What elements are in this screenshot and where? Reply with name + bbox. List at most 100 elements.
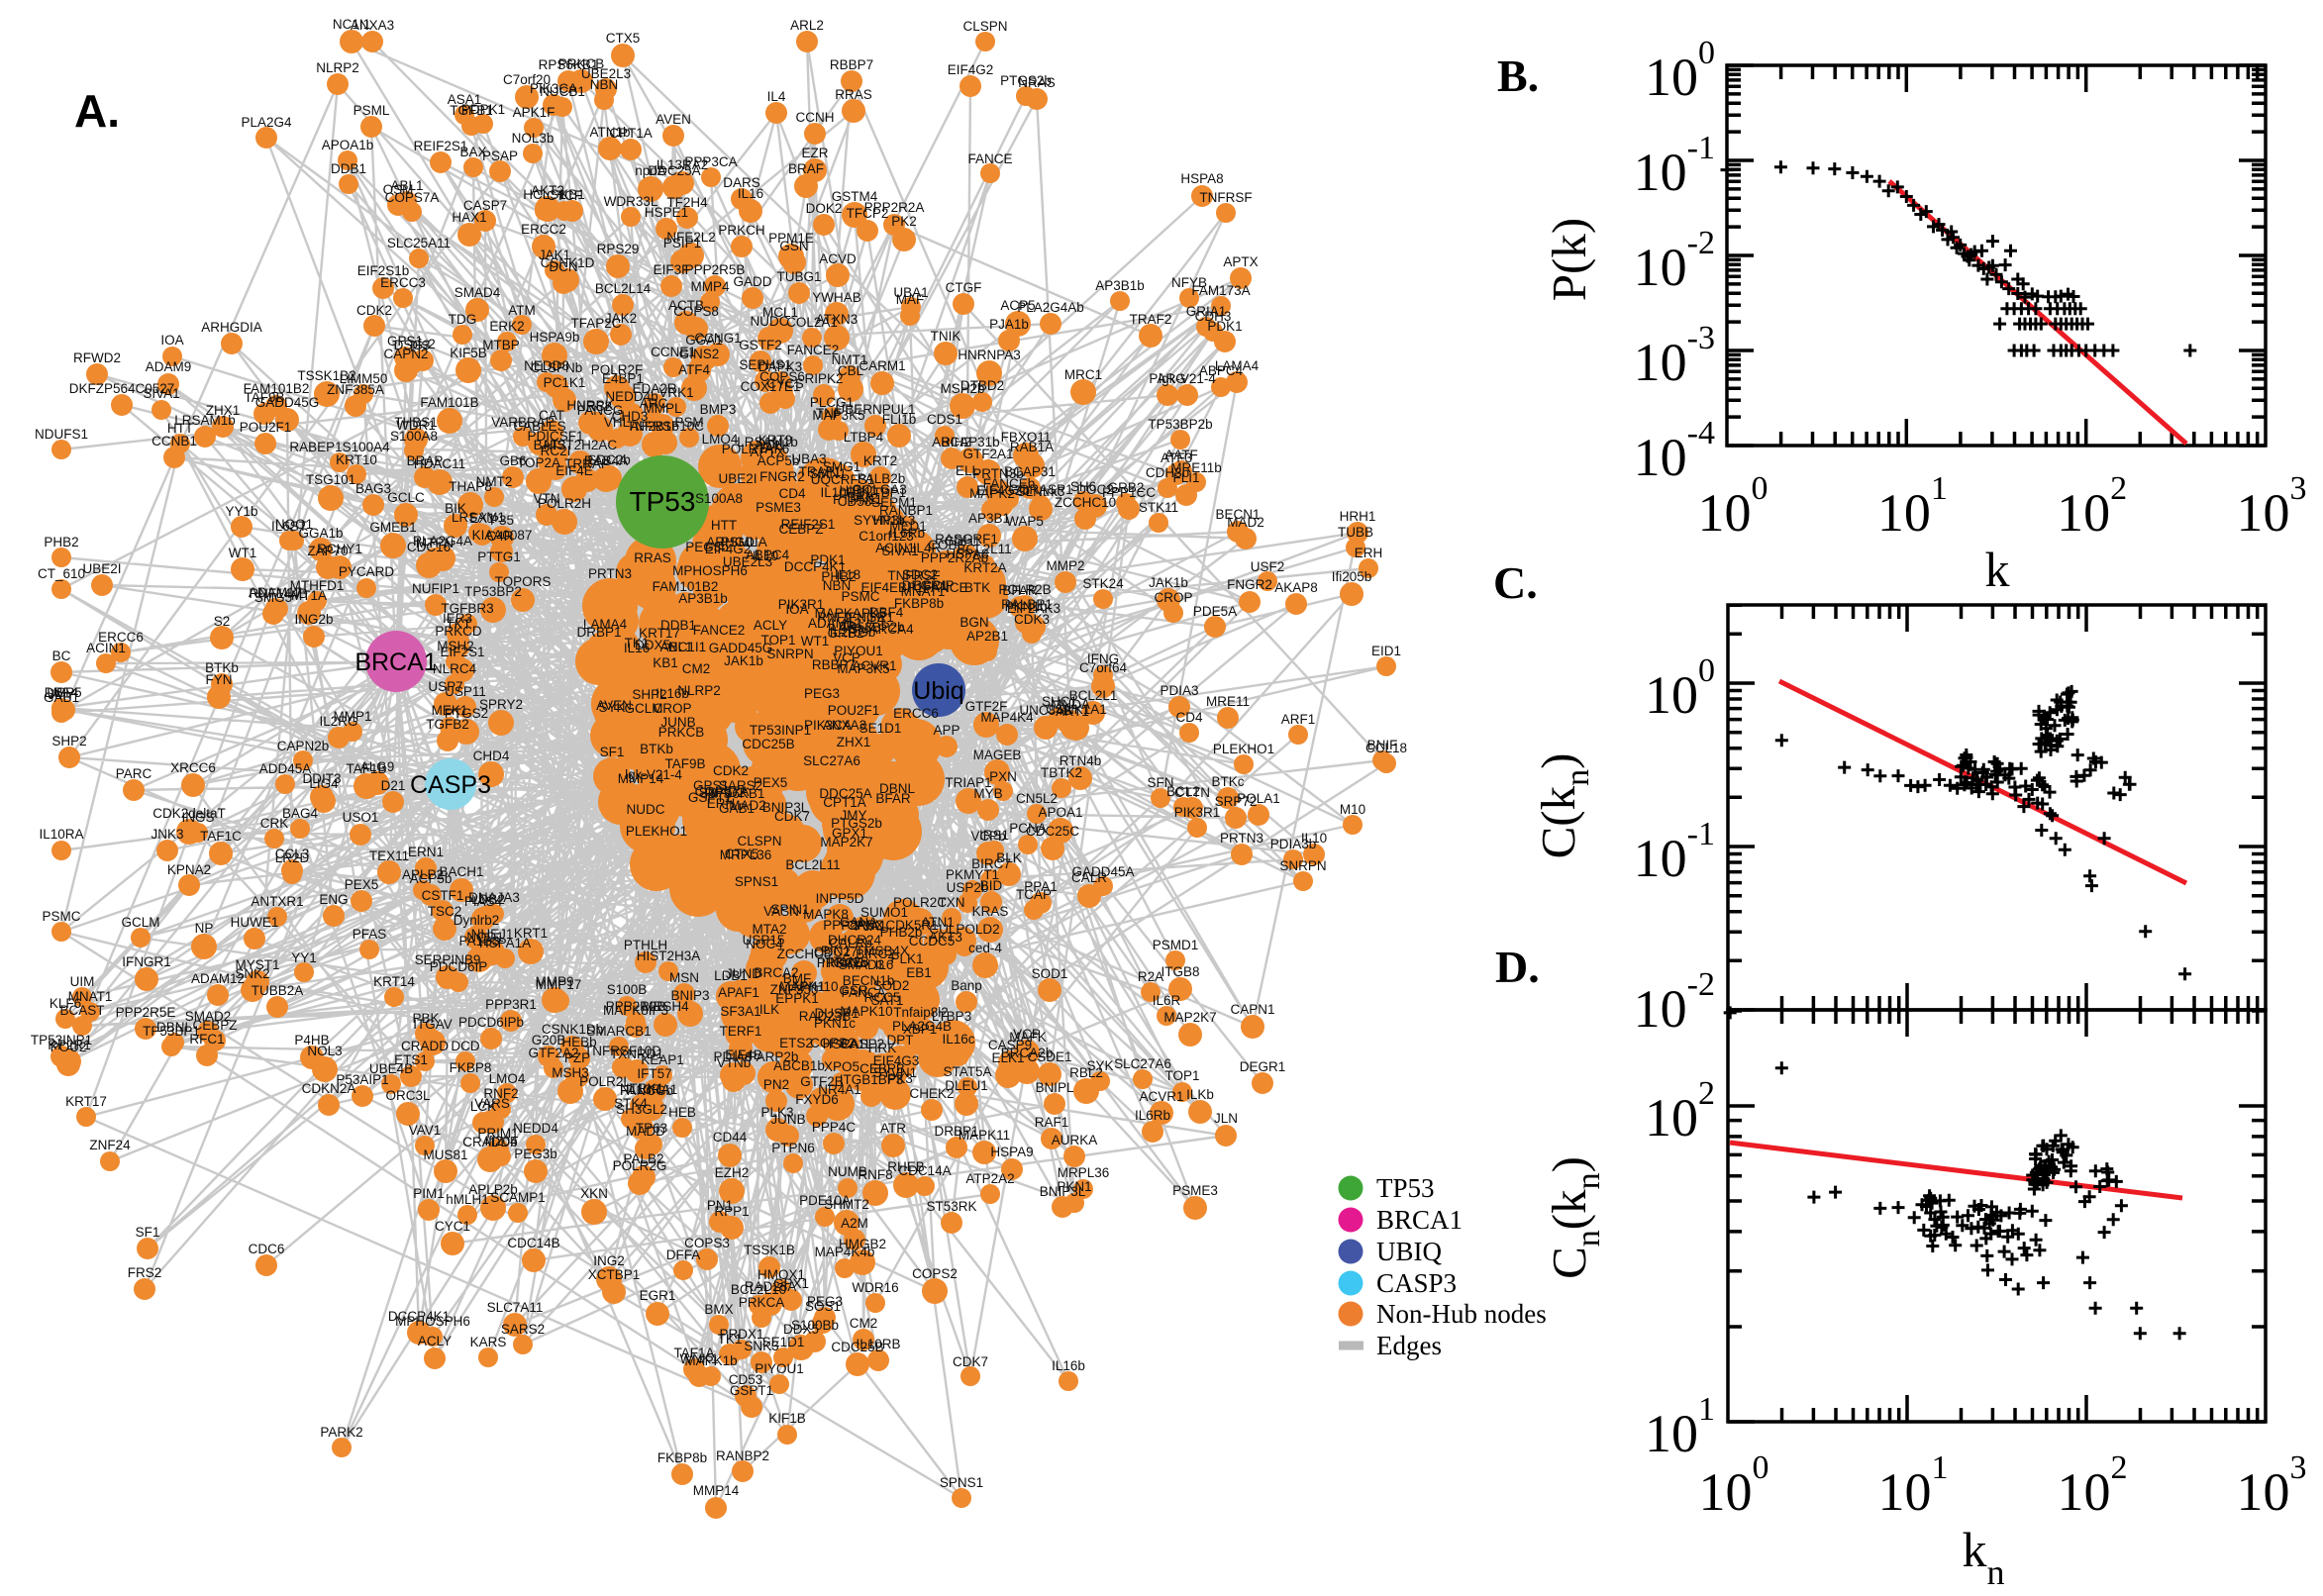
svg-text:POU2: POU2	[50, 1040, 87, 1054]
svg-text:ARF1: ARF1	[1281, 712, 1316, 727]
svg-text:POLR2L: POLR2L	[579, 1074, 631, 1089]
svg-text:PLK1: PLK1	[890, 951, 923, 966]
svg-text:CDKN2A: CDKN2A	[302, 1081, 356, 1096]
svg-text:AVEN: AVEN	[596, 698, 632, 713]
svg-text:OSM: OSM	[383, 182, 414, 197]
svg-text:MAD2: MAD2	[1227, 515, 1264, 530]
svg-text:ZHX1: ZHX1	[837, 735, 871, 749]
svg-text:CM2: CM2	[850, 1316, 878, 1331]
svg-text:NEDD4: NEDD4	[513, 1121, 558, 1136]
svg-text:CDC16: CDC16	[407, 540, 451, 554]
svg-text:TNF: TNF	[816, 406, 842, 421]
svg-text:PDICSF1: PDICSF1	[527, 429, 583, 444]
svg-text:EZH2: EZH2	[715, 1165, 750, 1180]
svg-text:POLR2F: POLR2F	[591, 362, 644, 377]
svg-text:JUND: JUND	[726, 966, 761, 981]
svg-text:VAV1: VAV1	[409, 1123, 442, 1138]
svg-text:ERCC6: ERCC6	[98, 630, 144, 645]
svg-text:C1orf123: C1orf123	[858, 529, 914, 544]
svg-text:MSH2: MSH2	[437, 639, 474, 653]
svg-text:NTRK1: NTRK1	[620, 1081, 663, 1096]
svg-text:SYVN1: SYVN1	[873, 1065, 917, 1080]
svg-text:IL10RB: IL10RB	[856, 1337, 900, 1351]
svg-text:IOA: IOA	[160, 333, 183, 348]
svg-text:NC1I1: NC1I1	[333, 17, 370, 32]
svg-text:GTF2B: GTF2B	[800, 1074, 844, 1089]
svg-text:BNIP3L: BNIP3L	[1040, 1184, 1086, 1199]
svg-text:PTTG1: PTTG1	[477, 549, 521, 564]
svg-text:LDB2: LDB2	[471, 892, 505, 907]
svg-text:AP2B1: AP2B1	[966, 629, 1008, 644]
svg-text:RRAS: RRAS	[634, 550, 671, 565]
svg-text:D.: D.	[1495, 942, 1540, 992]
svg-text:GGA1: GGA1	[685, 333, 723, 348]
svg-text:USP15: USP15	[743, 933, 785, 948]
svg-text:CYCS: CYCS	[766, 376, 804, 391]
svg-text:RAF1: RAF1	[1035, 1115, 1069, 1130]
svg-text:SH6: SH6	[1070, 479, 1096, 494]
svg-text:PSML: PSML	[354, 103, 390, 118]
svg-text:MAP3K5: MAP3K5	[812, 408, 864, 423]
svg-text:GADD45G: GADD45G	[709, 641, 773, 655]
svg-text:GSR: GSR	[839, 983, 868, 998]
svg-text:PN1: PN1	[707, 1198, 733, 1213]
svg-text:10-1: 10-1	[1634, 130, 1715, 202]
svg-text:ACVR1: ACVR1	[852, 658, 896, 673]
svg-text:KRT17: KRT17	[65, 1094, 107, 1109]
svg-text:HSPA8: HSPA8	[1180, 171, 1223, 186]
svg-text:BAG4: BAG4	[282, 806, 319, 821]
svg-text:ADD45A: ADD45A	[259, 761, 312, 776]
svg-text:PRDX1: PRDX1	[719, 1327, 763, 1342]
svg-text:PEG3b: PEG3b	[685, 540, 729, 554]
svg-text:MRSH4: MRSH4	[642, 999, 689, 1014]
svg-text:CANX: CANX	[847, 918, 884, 933]
svg-text:PDK1: PDK1	[810, 552, 845, 567]
svg-text:PTGS2: PTGS2	[445, 706, 488, 721]
svg-text:CTX5: CTX5	[725, 847, 759, 861]
svg-text:RBBP7: RBBP7	[812, 657, 856, 672]
svg-text:MMP14: MMP14	[618, 771, 664, 786]
svg-text:SLC7A11: SLC7A11	[487, 1300, 544, 1315]
svg-text:NBN: NBN	[590, 77, 619, 92]
svg-text:hMLH1: hMLH1	[446, 1192, 489, 1207]
svg-text:WT1: WT1	[801, 634, 830, 648]
svg-text:TSSK1B2: TSSK1B2	[297, 368, 355, 383]
svg-text:GADD45G: GADD45G	[255, 395, 320, 410]
svg-text:PPP3CA: PPP3CA	[684, 154, 737, 169]
svg-text:ZNF385A: ZNF385A	[327, 382, 384, 397]
svg-text:IFNGR1: IFNGR1	[845, 610, 894, 625]
svg-text:LTBP4: LTBP4	[844, 430, 884, 445]
svg-text:SMG1: SMG1	[823, 459, 860, 474]
svg-text:EX1: EX1	[469, 511, 495, 526]
svg-text:POLR2H: POLR2H	[538, 496, 591, 511]
svg-text:Ubiq: Ubiq	[913, 677, 963, 705]
svg-text:NOD1: NOD1	[466, 930, 504, 945]
svg-text:IL16: IL16	[624, 641, 650, 655]
svg-text:GGA1b: GGA1b	[298, 526, 343, 541]
svg-text:KRT9: KRT9	[758, 433, 792, 448]
svg-text:FLI1b: FLI1b	[882, 412, 917, 427]
svg-text:EIF4G2: EIF4G2	[948, 62, 994, 77]
svg-text:BCAP31: BCAP31	[1004, 464, 1056, 479]
svg-text:PPP2R5E: PPP2R5E	[116, 1005, 176, 1020]
svg-text:CCNE1: CCNE1	[651, 345, 696, 359]
svg-text:ERCC6: ERCC6	[893, 706, 939, 721]
svg-text:Tnfaip8l2: Tnfaip8l2	[893, 1005, 949, 1020]
svg-text:CLSPNb: CLSPNb	[531, 360, 583, 375]
svg-text:DCCP4K1: DCCP4K1	[388, 1309, 450, 1324]
svg-text:ALG9: ALG9	[360, 759, 395, 774]
svg-text:ERH: ERH	[1355, 546, 1383, 560]
svg-text:ZCCHC10: ZCCHC10	[1055, 495, 1116, 510]
svg-text:IL6Rb: IL6Rb	[889, 526, 925, 541]
svg-text:SHP2: SHP2	[51, 734, 86, 748]
svg-text:POU2F1: POU2F1	[240, 420, 292, 435]
svg-text:SIVA1: SIVA1	[881, 544, 918, 558]
svg-text:CDK7: CDK7	[953, 1354, 988, 1369]
svg-text:SNK3: SNK3	[744, 1339, 778, 1353]
svg-text:HSPA1A: HSPA1A	[479, 936, 531, 950]
svg-text:CEBPB: CEBPB	[859, 1061, 905, 1076]
svg-text:PDIA3: PDIA3	[1160, 683, 1198, 698]
svg-text:lgk-V21-4: lgk-V21-4	[625, 767, 682, 782]
svg-text:PDE10A: PDE10A	[799, 1193, 851, 1208]
svg-text:USP2b: USP2b	[947, 880, 989, 895]
